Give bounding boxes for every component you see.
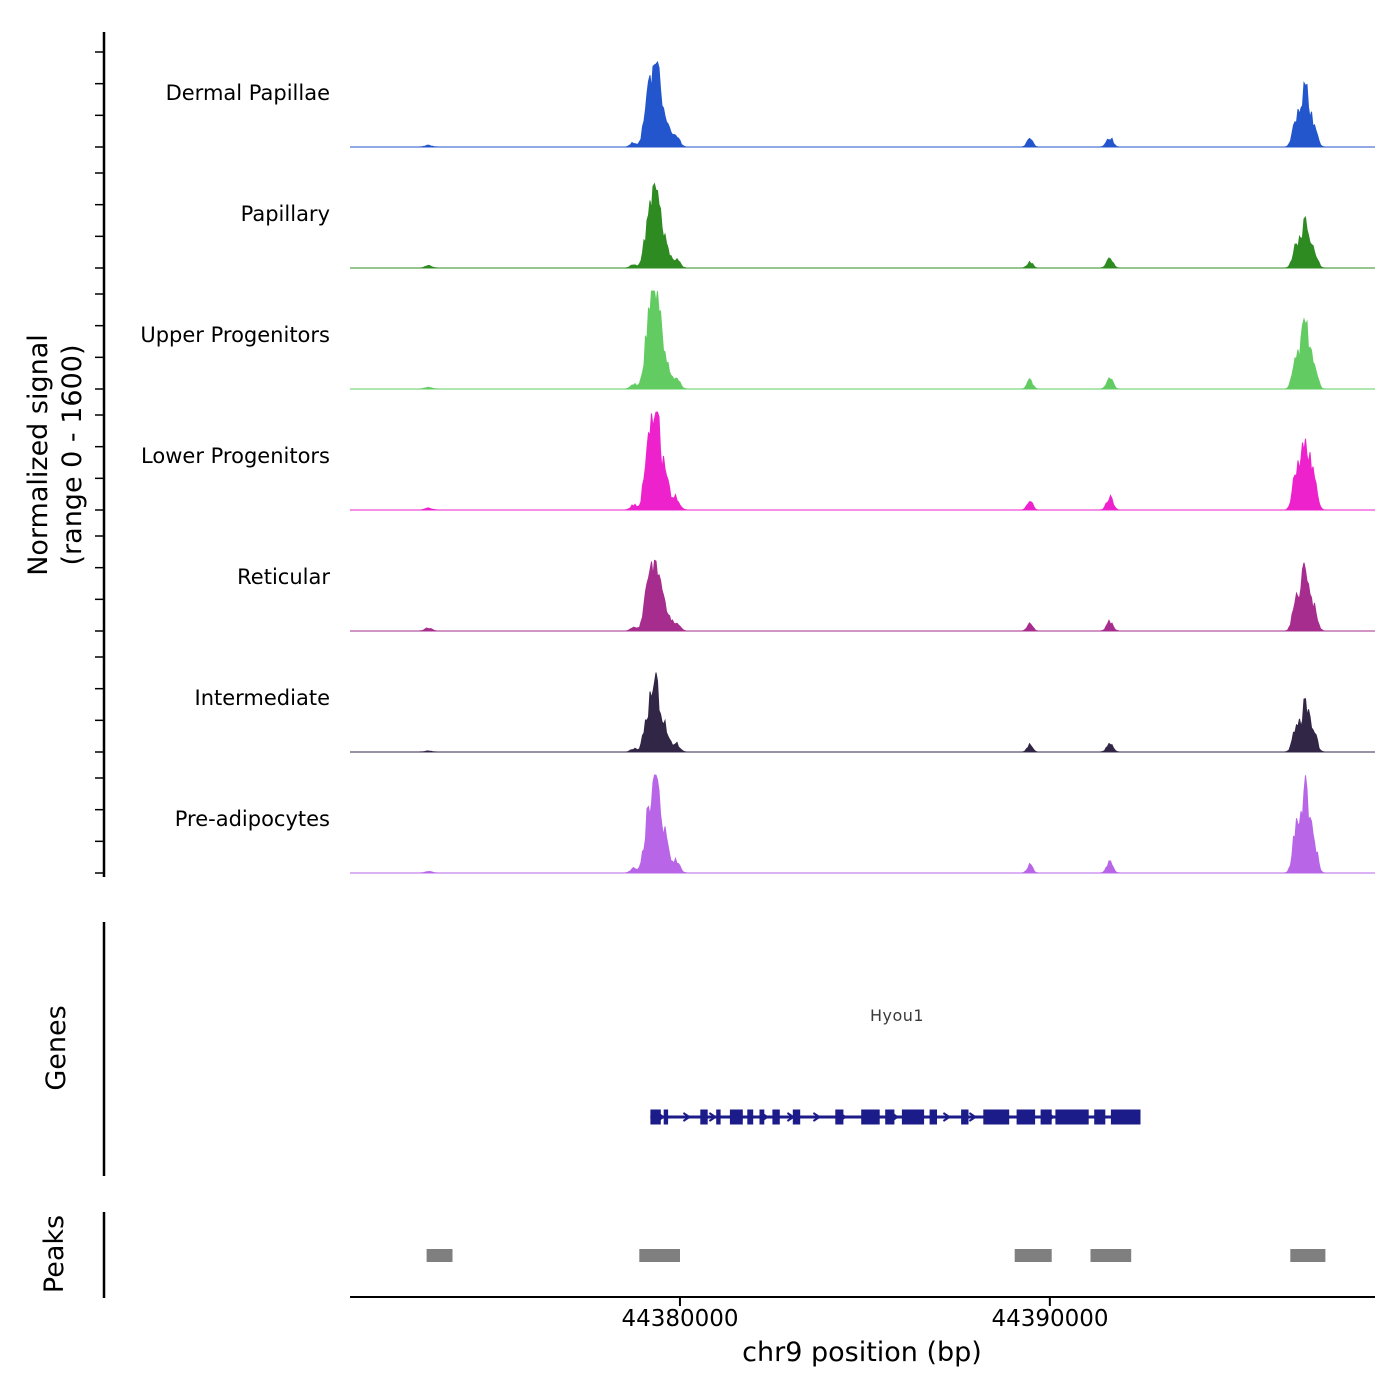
track-label-reticular: Reticular xyxy=(237,565,330,589)
track-label-papillary: Papillary xyxy=(240,202,330,226)
peaks-section-label: Peaks xyxy=(39,1214,70,1294)
x-axis-tick-label-left: 44380000 xyxy=(621,1306,739,1332)
x-axis-title: chr9 position (bp) xyxy=(742,1337,982,1368)
track-label-intermediate: Intermediate xyxy=(194,686,331,710)
track-label-upper-progenitors: Upper Progenitors xyxy=(140,323,330,347)
track-label-pre-adipocytes: Pre-adipocytes xyxy=(174,807,330,831)
x-axis-tick-label-right: 44390000 xyxy=(991,1306,1109,1332)
track-label-lower-progenitors: Lower Progenitors xyxy=(141,444,330,468)
track-label-dermal-papillae: Dermal Papillae xyxy=(165,81,330,105)
gene-name-label: Hyou1 xyxy=(869,1006,925,1025)
